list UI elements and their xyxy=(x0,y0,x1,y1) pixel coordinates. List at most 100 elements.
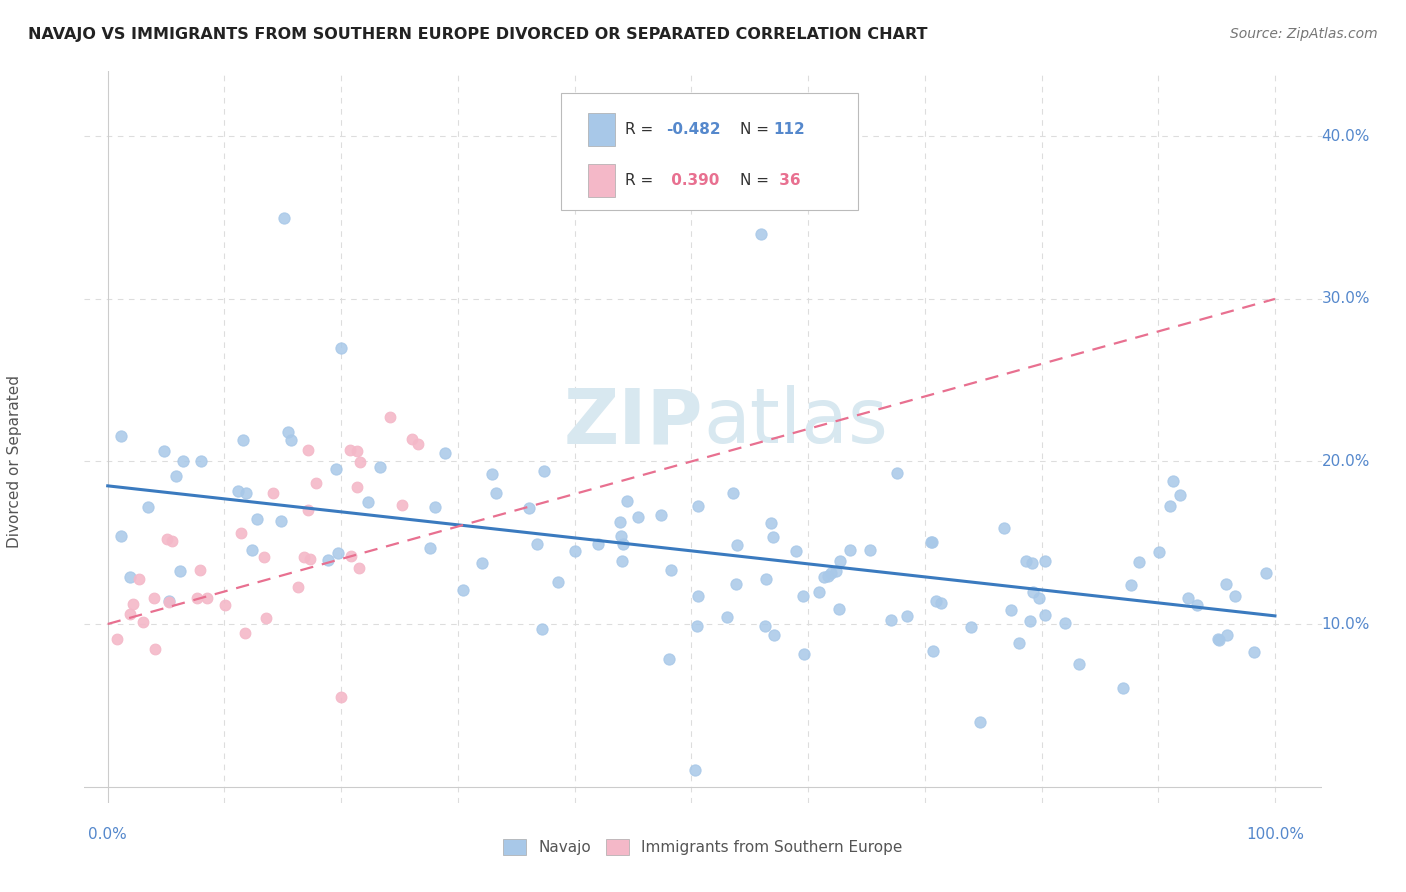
Point xyxy=(880,613,903,627)
Point xyxy=(1177,591,1199,606)
Point xyxy=(1018,614,1040,628)
Point xyxy=(481,467,503,481)
Text: -0.482: -0.482 xyxy=(666,122,720,136)
Point xyxy=(142,591,165,605)
Point xyxy=(325,462,347,476)
Point xyxy=(253,549,276,564)
Point xyxy=(922,644,945,658)
Text: Divorced or Separated: Divorced or Separated xyxy=(7,375,22,548)
Text: Source: ZipAtlas.com: Source: ZipAtlas.com xyxy=(1230,27,1378,41)
Point xyxy=(1159,499,1181,513)
Point xyxy=(280,433,302,447)
Point xyxy=(235,626,257,640)
Point xyxy=(807,585,830,599)
Point xyxy=(609,516,631,530)
Point xyxy=(339,442,361,457)
Point xyxy=(423,500,446,515)
Text: NAVAJO VS IMMIGRANTS FROM SOUTHERN EUROPE DIVORCED OR SEPARATED CORRELATION CHAR: NAVAJO VS IMMIGRANTS FROM SOUTHERN EUROP… xyxy=(28,27,928,42)
Point xyxy=(859,543,882,558)
Text: 0.0%: 0.0% xyxy=(89,827,127,842)
Point xyxy=(921,534,943,549)
Text: atlas: atlas xyxy=(703,385,887,459)
Point xyxy=(993,521,1015,535)
Point xyxy=(157,594,180,608)
Point xyxy=(254,611,277,625)
Point xyxy=(297,442,319,457)
Point xyxy=(197,591,219,606)
Point xyxy=(118,607,141,622)
Point xyxy=(1147,544,1170,558)
Point xyxy=(1187,598,1209,612)
Point xyxy=(1206,632,1229,647)
Point xyxy=(661,563,683,577)
Point xyxy=(270,514,292,528)
Point xyxy=(339,549,361,564)
Point xyxy=(921,535,943,549)
Point xyxy=(122,597,145,611)
Point xyxy=(820,566,842,580)
Point xyxy=(828,602,851,616)
Point xyxy=(1053,616,1076,631)
Point xyxy=(214,598,236,612)
Point xyxy=(156,532,179,546)
Point xyxy=(132,615,155,629)
Point xyxy=(328,546,350,560)
Point xyxy=(406,437,429,451)
Point xyxy=(793,647,815,661)
Point xyxy=(391,498,413,512)
Point xyxy=(277,425,299,439)
Point xyxy=(1028,591,1050,605)
Point xyxy=(685,764,707,778)
Point xyxy=(356,495,378,509)
Point xyxy=(349,560,371,574)
Point xyxy=(792,589,814,603)
Point xyxy=(346,444,368,458)
Point xyxy=(658,652,681,666)
Point xyxy=(246,512,269,526)
Text: R =: R = xyxy=(626,122,658,136)
Point xyxy=(610,529,633,543)
FancyBboxPatch shape xyxy=(561,94,858,211)
Point xyxy=(969,714,991,729)
Point xyxy=(162,533,184,548)
Point xyxy=(470,556,492,570)
Text: N =: N = xyxy=(740,122,773,136)
Point xyxy=(349,455,371,469)
Point xyxy=(1022,585,1045,599)
Point xyxy=(298,552,321,566)
Bar xyxy=(588,164,616,197)
Point xyxy=(329,690,352,705)
Point xyxy=(749,227,772,241)
Text: 10.0%: 10.0% xyxy=(1322,616,1369,632)
Point xyxy=(762,628,785,642)
Text: 20.0%: 20.0% xyxy=(1322,454,1369,469)
Point xyxy=(1254,566,1277,581)
Point xyxy=(297,503,319,517)
Point xyxy=(419,541,441,556)
Point xyxy=(612,537,634,551)
Point xyxy=(1008,636,1031,650)
Text: 36: 36 xyxy=(773,173,800,188)
Point xyxy=(316,553,339,567)
Point xyxy=(287,580,309,594)
Point xyxy=(105,632,128,646)
Point xyxy=(346,480,368,494)
Point xyxy=(650,508,672,522)
Point xyxy=(188,563,211,577)
Point xyxy=(143,642,166,657)
Point xyxy=(627,510,650,524)
Point xyxy=(526,537,548,551)
Point xyxy=(896,608,918,623)
Point xyxy=(1161,475,1184,489)
Point xyxy=(110,529,132,543)
Point xyxy=(886,467,908,481)
Point xyxy=(686,499,709,513)
Point xyxy=(610,554,633,568)
Point xyxy=(235,486,257,500)
Point xyxy=(716,610,738,624)
Point xyxy=(564,543,586,558)
Point xyxy=(229,526,252,541)
Point xyxy=(1216,628,1239,642)
Point xyxy=(586,537,609,551)
Point xyxy=(1215,577,1237,591)
